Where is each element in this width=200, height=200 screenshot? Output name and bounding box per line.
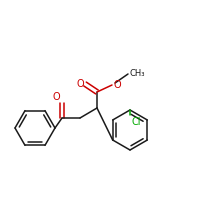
- Text: O: O: [52, 92, 60, 102]
- Text: Cl: Cl: [131, 117, 140, 127]
- Text: CH₃: CH₃: [129, 70, 144, 78]
- Text: O: O: [76, 79, 84, 89]
- Text: O: O: [113, 80, 121, 90]
